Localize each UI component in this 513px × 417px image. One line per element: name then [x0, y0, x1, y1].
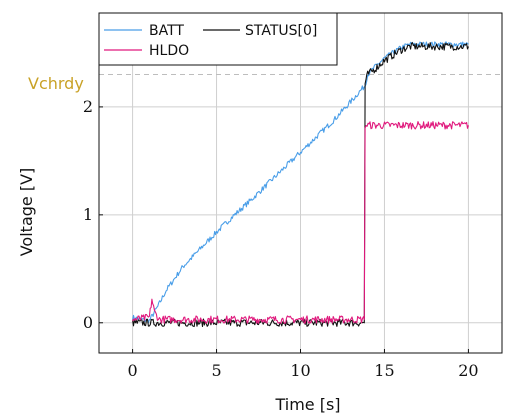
- x-tick-label: 20: [458, 361, 478, 380]
- legend-label-status: STATUS[0]: [245, 23, 317, 39]
- x-tick-label: 5: [211, 361, 221, 380]
- legend-label-hldo: HLDO: [149, 43, 189, 59]
- x-tick-label: 0: [127, 361, 137, 380]
- y-tick-label: 0: [83, 313, 93, 332]
- x-axis-label: Time [s]: [274, 395, 340, 414]
- threshold-label: Vchrdy: [28, 74, 84, 93]
- x-tick-label: 10: [290, 361, 310, 380]
- legend: BATT STATUS[0] HLDO: [98, 12, 338, 66]
- legend-label-batt: BATT: [149, 23, 184, 39]
- x-tick-label: 15: [374, 361, 394, 380]
- series-line-status: [132, 42, 469, 328]
- legend-box: [98, 12, 338, 66]
- y-axis-label: Voltage [V]: [17, 168, 36, 257]
- series-group: [132, 41, 469, 328]
- y-tick-label: 2: [83, 97, 93, 116]
- tick-group: 0 5 10 15 20 0 1 2: [83, 97, 479, 380]
- series-line-hldo: [132, 121, 469, 324]
- y-tick-label: 1: [83, 205, 93, 224]
